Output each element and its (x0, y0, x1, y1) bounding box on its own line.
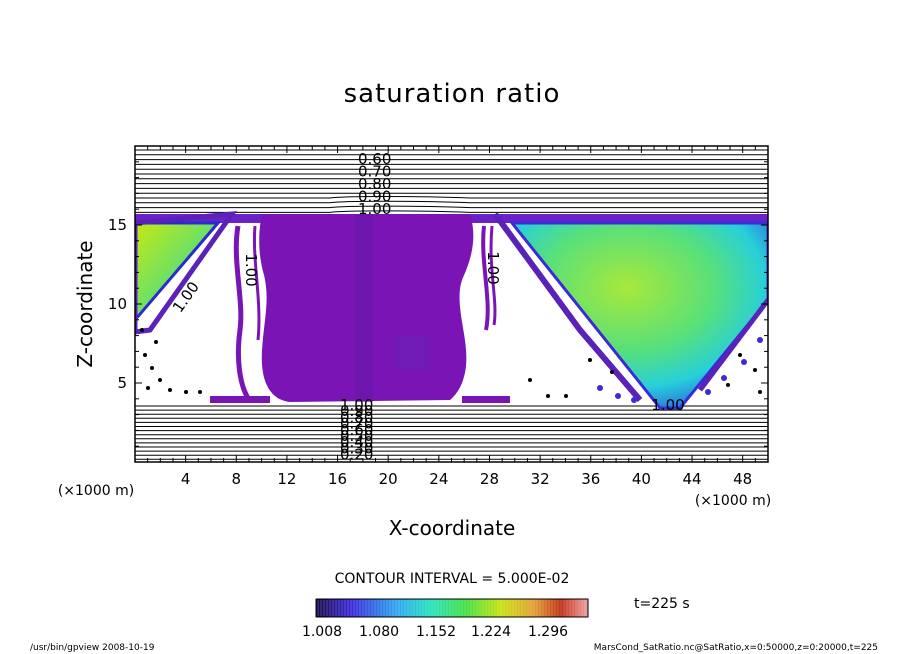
contour-label: 0.80 (340, 408, 373, 426)
contour-label: 0.50 (340, 427, 373, 445)
contour-line (135, 205, 768, 209)
y-tick-label: 15 (108, 216, 127, 234)
y-tick-label: 10 (108, 295, 127, 313)
x-tick-label: 24 (429, 470, 448, 488)
contour-line (135, 200, 768, 204)
x-tick-label: 16 (328, 470, 347, 488)
x-unit-label: (×1000 m) (695, 493, 771, 509)
colorbar-label: 1.152 (416, 624, 456, 640)
x-axis-label: X-coordinate (389, 516, 516, 540)
contour-labels-upper: 0.600.700.800.901.00 (358, 150, 391, 218)
time-label: t=225 s (634, 596, 690, 612)
contour-label-inline: 1.00 (484, 251, 502, 284)
contour-label: 0.60 (340, 421, 373, 439)
colorbar-labels: 1.008 1.080 1.152 1.224 1.296 (302, 624, 568, 640)
x-tick-label: 8 (232, 470, 242, 488)
contour-label: 0.20 (340, 446, 373, 464)
y-axis-label: Z-coordinate (73, 240, 97, 367)
colorbar-label: 1.296 (528, 624, 568, 640)
contour-lines-upper (135, 149, 768, 213)
contour-label: 0.80 (358, 175, 391, 193)
x-tick-label: 32 (531, 470, 550, 488)
contour-label: 0.70 (340, 415, 373, 433)
contour-label: 1.00 (340, 396, 373, 414)
colorbar-label: 1.080 (359, 624, 399, 640)
colorbar-ticks (317, 600, 586, 616)
contour-label: 0.60 (358, 150, 391, 168)
contour-line (135, 210, 768, 213)
colorbar (315, 598, 589, 618)
x-axis: 4 8 12 16 20 24 28 32 36 40 44 48 (134, 146, 769, 488)
x-tick-label: 28 (480, 470, 499, 488)
x-tick-label: 36 (581, 470, 600, 488)
x-tick-label: 4 (181, 470, 191, 488)
x-tick-label: 48 (733, 470, 752, 488)
plot-area (135, 146, 768, 462)
contour-label: 1.00 (358, 200, 391, 218)
y-axis: 5 10 15 (108, 145, 768, 463)
contour-label: 0.90 (358, 188, 391, 206)
right-triangle (508, 221, 768, 410)
contour-label-inline: 1.00 (242, 253, 260, 286)
contour-label: 0.40 (340, 433, 373, 451)
contour-interval: CONTOUR INTERVAL = 5.000E-02 (335, 571, 570, 587)
z-unit-label: (×1000 m) (58, 483, 134, 499)
colorbar-label: 1.008 (302, 624, 342, 640)
x-tick-label: 40 (632, 470, 651, 488)
x-tick-label: 12 (277, 470, 296, 488)
left-triangle (135, 221, 222, 323)
contour-line (135, 196, 768, 199)
contour-label: 0.30 (340, 439, 373, 457)
footer-left: /usr/bin/gpview 2008-10-19 (30, 643, 155, 653)
colorbar-label: 1.224 (471, 624, 511, 640)
contour-label-inline: 1.00 (651, 396, 684, 414)
x-tick-label: 44 (682, 470, 701, 488)
contour-label: 0.90 (340, 402, 373, 420)
contour-labels-lower: 1.000.900.800.700.600.500.400.300.20 (340, 396, 373, 464)
footer-right: MarsCond_SatRatio.nc@SatRatio,x=0:50000,… (594, 643, 878, 653)
contour-label: 0.70 (358, 163, 391, 181)
chart-title: saturation ratio (344, 79, 561, 109)
y-tick-label: 5 (117, 374, 127, 392)
x-tick-label: 20 (379, 470, 398, 488)
